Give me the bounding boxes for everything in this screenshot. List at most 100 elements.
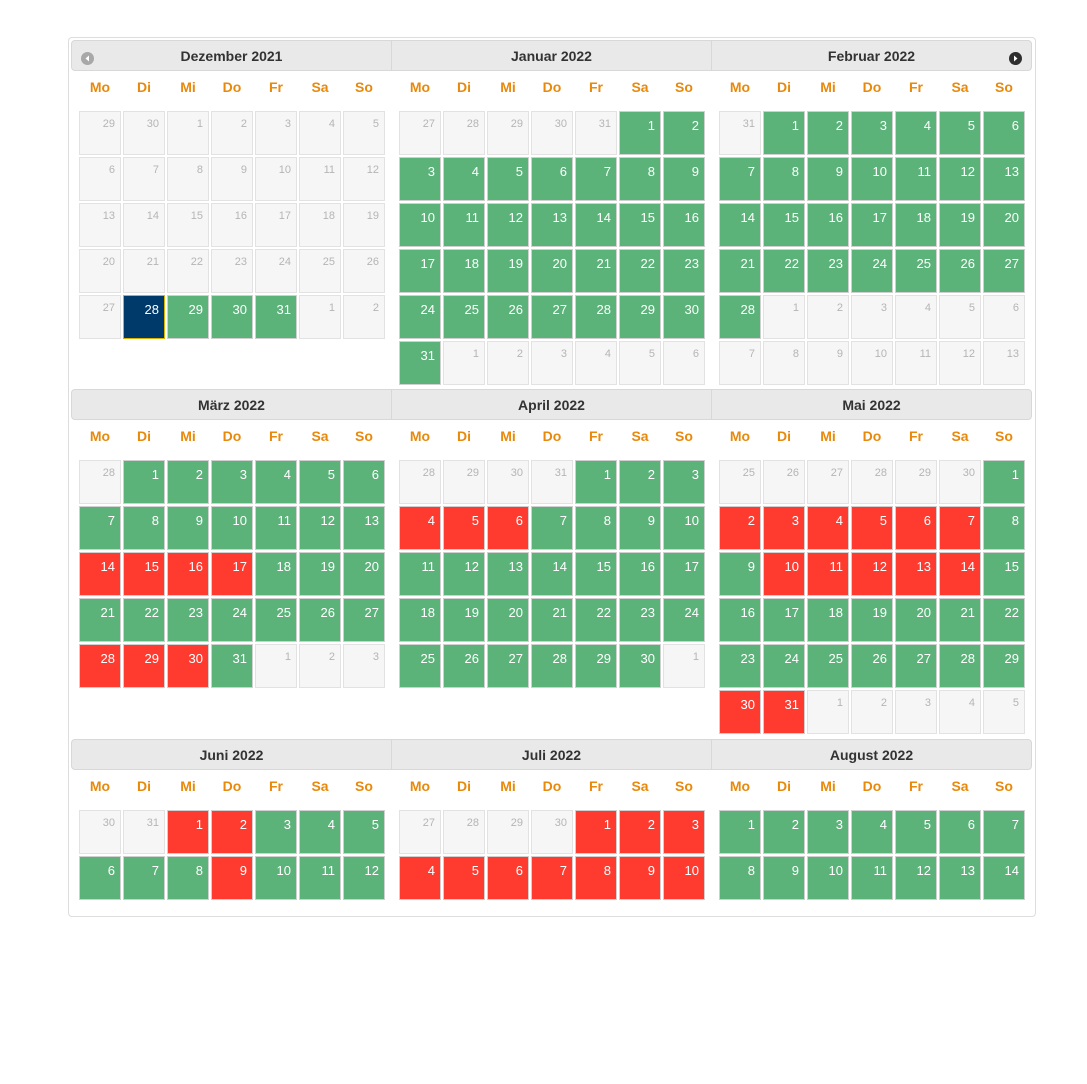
- available-day[interactable]: 11: [255, 506, 297, 550]
- available-day[interactable]: 7: [123, 856, 165, 900]
- available-day[interactable]: 21: [939, 598, 981, 642]
- next-month-icon[interactable]: [1009, 52, 1022, 65]
- available-day[interactable]: 14: [531, 552, 573, 596]
- available-day[interactable]: 23: [167, 598, 209, 642]
- available-day[interactable]: 24: [399, 295, 441, 339]
- available-day[interactable]: 23: [619, 598, 661, 642]
- available-day[interactable]: 27: [343, 598, 385, 642]
- available-day[interactable]: 28: [531, 644, 573, 688]
- available-day[interactable]: 15: [619, 203, 661, 247]
- available-day[interactable]: 13: [531, 203, 573, 247]
- available-day[interactable]: 24: [663, 598, 705, 642]
- available-day[interactable]: 22: [575, 598, 617, 642]
- available-day[interactable]: 3: [851, 111, 893, 155]
- available-day[interactable]: 7: [531, 506, 573, 550]
- available-day[interactable]: 19: [443, 598, 485, 642]
- available-day[interactable]: 6: [983, 111, 1025, 155]
- available-day[interactable]: 21: [575, 249, 617, 293]
- available-day[interactable]: 15: [575, 552, 617, 596]
- available-day[interactable]: 8: [167, 856, 209, 900]
- available-day[interactable]: 29: [575, 644, 617, 688]
- available-day[interactable]: 10: [399, 203, 441, 247]
- available-day[interactable]: 9: [807, 157, 849, 201]
- available-day[interactable]: 9: [719, 552, 761, 596]
- available-day[interactable]: 20: [983, 203, 1025, 247]
- available-day[interactable]: 23: [807, 249, 849, 293]
- available-day[interactable]: 26: [443, 644, 485, 688]
- available-day[interactable]: 31: [211, 644, 253, 688]
- available-day[interactable]: 13: [939, 856, 981, 900]
- available-day[interactable]: 12: [487, 203, 529, 247]
- available-day[interactable]: 2: [807, 111, 849, 155]
- available-day[interactable]: 24: [851, 249, 893, 293]
- available-day[interactable]: 25: [255, 598, 297, 642]
- available-day[interactable]: 24: [763, 644, 805, 688]
- available-day[interactable]: 22: [619, 249, 661, 293]
- available-day[interactable]: 2: [167, 460, 209, 504]
- available-day[interactable]: 7: [983, 810, 1025, 854]
- available-day[interactable]: 13: [487, 552, 529, 596]
- available-day[interactable]: 29: [983, 644, 1025, 688]
- available-day[interactable]: 11: [443, 203, 485, 247]
- available-day[interactable]: 16: [663, 203, 705, 247]
- available-day[interactable]: 2: [663, 111, 705, 155]
- available-day[interactable]: 22: [763, 249, 805, 293]
- prev-month-icon[interactable]: [81, 52, 94, 65]
- available-day[interactable]: 12: [939, 157, 981, 201]
- available-day[interactable]: 21: [531, 598, 573, 642]
- available-day[interactable]: 6: [939, 810, 981, 854]
- available-day[interactable]: 8: [763, 157, 805, 201]
- available-day[interactable]: 17: [399, 249, 441, 293]
- available-day[interactable]: 9: [763, 856, 805, 900]
- available-day[interactable]: 3: [255, 810, 297, 854]
- available-day[interactable]: 19: [939, 203, 981, 247]
- available-day[interactable]: 28: [575, 295, 617, 339]
- available-day[interactable]: 11: [895, 157, 937, 201]
- available-day[interactable]: 4: [443, 157, 485, 201]
- available-day[interactable]: 28: [719, 295, 761, 339]
- available-day[interactable]: 10: [211, 506, 253, 550]
- available-day[interactable]: 10: [807, 856, 849, 900]
- available-day[interactable]: 20: [531, 249, 573, 293]
- available-day[interactable]: 12: [443, 552, 485, 596]
- available-day[interactable]: 8: [983, 506, 1025, 550]
- available-day[interactable]: 8: [619, 157, 661, 201]
- available-day[interactable]: 13: [983, 157, 1025, 201]
- available-day[interactable]: 30: [663, 295, 705, 339]
- available-day[interactable]: 22: [123, 598, 165, 642]
- available-day[interactable]: 14: [983, 856, 1025, 900]
- available-day[interactable]: 27: [531, 295, 573, 339]
- available-day[interactable]: 17: [763, 598, 805, 642]
- available-day[interactable]: 18: [443, 249, 485, 293]
- available-day[interactable]: 1: [983, 460, 1025, 504]
- available-day[interactable]: 18: [399, 598, 441, 642]
- available-day[interactable]: 18: [255, 552, 297, 596]
- available-day[interactable]: 22: [983, 598, 1025, 642]
- available-day[interactable]: 12: [895, 856, 937, 900]
- available-day[interactable]: 24: [211, 598, 253, 642]
- available-day[interactable]: 25: [399, 644, 441, 688]
- available-day[interactable]: 5: [939, 111, 981, 155]
- available-day[interactable]: 20: [487, 598, 529, 642]
- available-day[interactable]: 6: [343, 460, 385, 504]
- available-day[interactable]: 10: [255, 856, 297, 900]
- available-day[interactable]: 6: [531, 157, 573, 201]
- available-day[interactable]: 7: [575, 157, 617, 201]
- available-day[interactable]: 12: [343, 856, 385, 900]
- available-day[interactable]: 13: [343, 506, 385, 550]
- available-day[interactable]: 8: [123, 506, 165, 550]
- available-day[interactable]: 19: [851, 598, 893, 642]
- available-day[interactable]: 3: [211, 460, 253, 504]
- available-day[interactable]: 30: [211, 295, 253, 339]
- available-day[interactable]: 25: [807, 644, 849, 688]
- available-day[interactable]: 26: [487, 295, 529, 339]
- available-day[interactable]: 26: [939, 249, 981, 293]
- available-day[interactable]: 23: [719, 644, 761, 688]
- available-day[interactable]: 10: [663, 506, 705, 550]
- available-day[interactable]: 31: [255, 295, 297, 339]
- available-day[interactable]: 18: [807, 598, 849, 642]
- available-day[interactable]: 9: [167, 506, 209, 550]
- available-day[interactable]: 9: [619, 506, 661, 550]
- available-day[interactable]: 9: [663, 157, 705, 201]
- available-day[interactable]: 1: [575, 460, 617, 504]
